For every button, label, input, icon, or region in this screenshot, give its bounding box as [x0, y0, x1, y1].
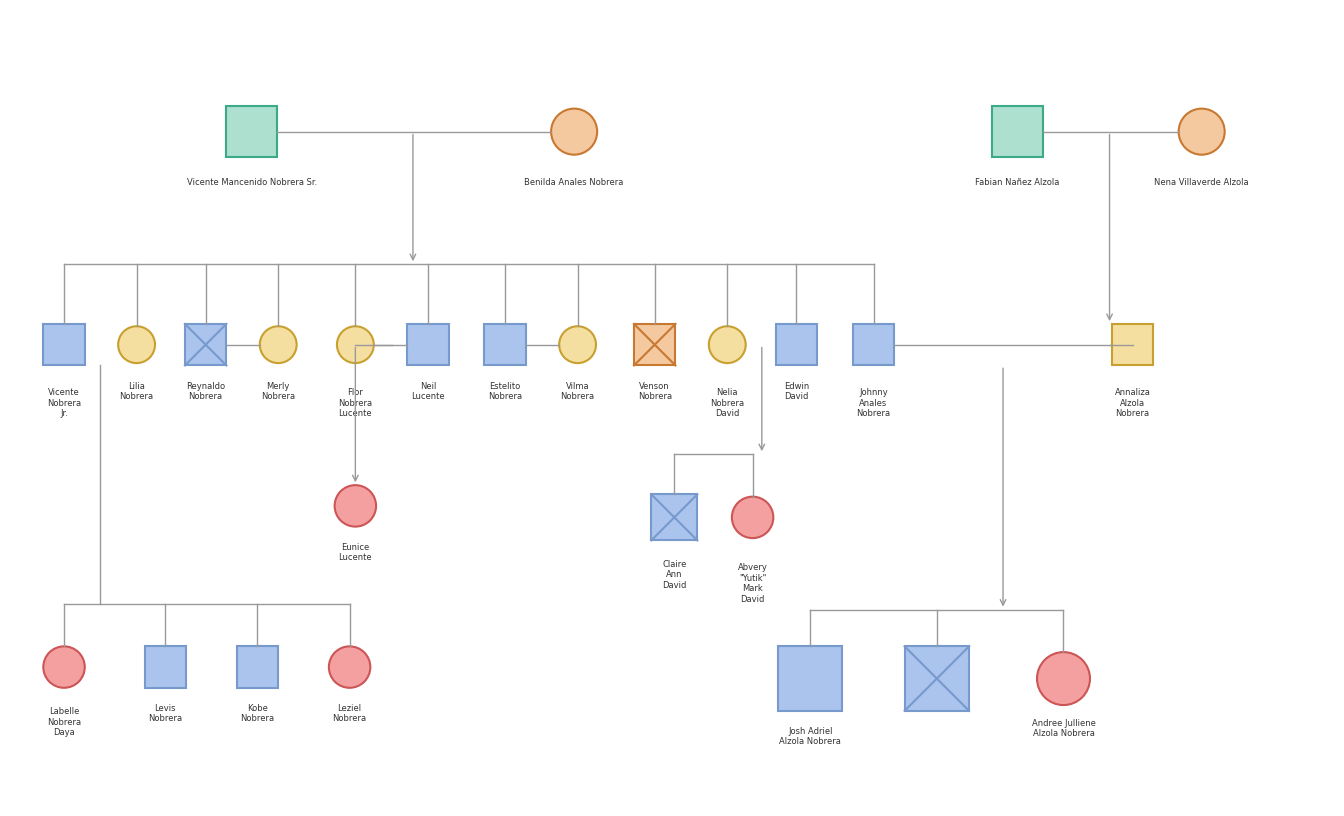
Text: Abvery
"Yutik"
Mark
David: Abvery "Yutik" Mark David: [738, 563, 767, 604]
Bar: [652, 494, 698, 540]
Text: Vicente
Nobrera
Jr.: Vicente Nobrera Jr.: [47, 388, 81, 419]
Bar: [237, 646, 278, 688]
Text: Annaliza
Alzola
Nobrera: Annaliza Alzola Nobrera: [1114, 388, 1150, 419]
Text: Flor
Nobrera
Lucente: Flor Nobrera Lucente: [339, 388, 372, 419]
Bar: [1111, 324, 1153, 366]
Bar: [778, 646, 843, 711]
Text: Estelito
Nobrera: Estelito Nobrera: [488, 382, 521, 401]
Ellipse shape: [1179, 109, 1224, 155]
Bar: [145, 646, 185, 688]
Text: Nena Villaverde Alzola: Nena Villaverde Alzola: [1154, 178, 1249, 187]
Ellipse shape: [559, 326, 595, 363]
Text: Eunice
Lucente: Eunice Lucente: [339, 543, 372, 562]
Ellipse shape: [1038, 652, 1090, 705]
Text: Andree Julliene
Alzola Nobrera: Andree Julliene Alzola Nobrera: [1032, 719, 1095, 738]
Text: Vilma
Nobrera: Vilma Nobrera: [560, 382, 594, 401]
Bar: [853, 324, 894, 366]
Ellipse shape: [337, 326, 374, 363]
Ellipse shape: [335, 486, 376, 526]
Text: Reynaldo
Nobrera: Reynaldo Nobrera: [185, 382, 226, 401]
Text: Benilda Anales Nobrera: Benilda Anales Nobrera: [524, 178, 624, 187]
Text: Kobe
Nobrera: Kobe Nobrera: [241, 704, 274, 723]
Ellipse shape: [732, 497, 773, 538]
Bar: [185, 324, 226, 366]
Text: Levis
Nobrera: Levis Nobrera: [148, 704, 183, 723]
Bar: [905, 646, 969, 711]
Ellipse shape: [118, 326, 155, 363]
Ellipse shape: [43, 646, 85, 688]
Text: Claire
Ann
David: Claire Ann David: [663, 560, 687, 590]
Text: Edwin
David: Edwin David: [784, 382, 809, 401]
Bar: [226, 106, 277, 157]
Text: Venson
Nobrera: Venson Nobrera: [637, 382, 672, 401]
Text: Lilia
Nobrera: Lilia Nobrera: [120, 382, 153, 401]
Text: Neil
Lucente: Neil Lucente: [411, 382, 445, 401]
Text: Leziel
Nobrera: Leziel Nobrera: [332, 704, 367, 723]
Text: Fabian Nañez Alzola: Fabian Nañez Alzola: [976, 178, 1059, 187]
Ellipse shape: [551, 109, 597, 155]
Bar: [992, 106, 1043, 157]
Bar: [43, 324, 85, 366]
Bar: [407, 324, 449, 366]
Text: Merly
Nobrera: Merly Nobrera: [261, 382, 296, 401]
Text: Labelle
Nobrera
Daya: Labelle Nobrera Daya: [47, 707, 81, 737]
Text: Vicente Mancenido Nobrera Sr.: Vicente Mancenido Nobrera Sr.: [187, 178, 317, 187]
Bar: [484, 324, 526, 366]
Bar: [634, 324, 676, 366]
Ellipse shape: [259, 326, 297, 363]
Ellipse shape: [708, 326, 746, 363]
Ellipse shape: [329, 646, 371, 688]
Text: Josh Adriel
Alzola Nobrera: Josh Adriel Alzola Nobrera: [780, 727, 841, 747]
Text: Johnny
Anales
Nobrera: Johnny Anales Nobrera: [856, 388, 891, 419]
Bar: [775, 324, 817, 366]
Text: Nelia
Nobrera
David: Nelia Nobrera David: [710, 388, 745, 419]
